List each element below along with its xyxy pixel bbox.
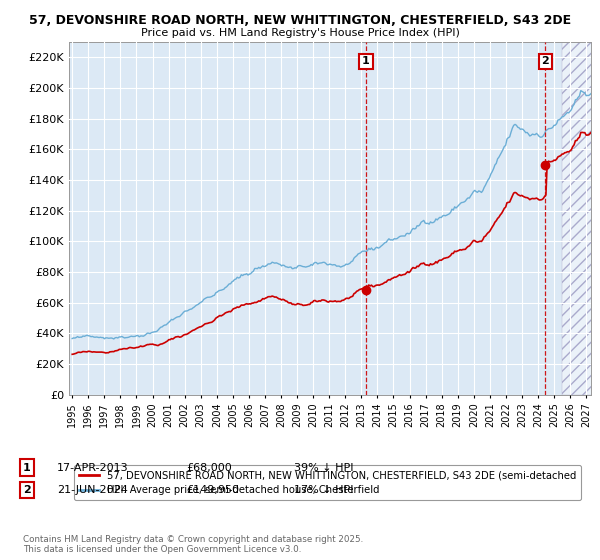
Text: Price paid vs. HM Land Registry's House Price Index (HPI): Price paid vs. HM Land Registry's House … (140, 28, 460, 38)
Bar (562, 42, 594, 395)
Text: £149,950: £149,950 (186, 485, 239, 495)
Text: £68,000: £68,000 (186, 463, 232, 473)
Text: 57, DEVONSHIRE ROAD NORTH, NEW WHITTINGTON, CHESTERFIELD, S43 2DE: 57, DEVONSHIRE ROAD NORTH, NEW WHITTINGT… (29, 14, 571, 27)
Legend: 57, DEVONSHIRE ROAD NORTH, NEW WHITTINGTON, CHESTERFIELD, S43 2DE (semi-detached: 57, DEVONSHIRE ROAD NORTH, NEW WHITTINGT… (74, 465, 581, 500)
Text: 21-JUN-2024: 21-JUN-2024 (57, 485, 128, 495)
Text: 17-APR-2013: 17-APR-2013 (57, 463, 128, 473)
Bar (562, 42, 594, 395)
Text: 17% ↓ HPI: 17% ↓ HPI (294, 485, 353, 495)
Text: Contains HM Land Registry data © Crown copyright and database right 2025.
This d: Contains HM Land Registry data © Crown c… (23, 535, 363, 554)
Text: 1: 1 (362, 57, 370, 67)
Text: 39% ↓ HPI: 39% ↓ HPI (294, 463, 353, 473)
Text: 2: 2 (23, 485, 31, 495)
Text: 1: 1 (23, 463, 31, 473)
Text: 2: 2 (542, 57, 549, 67)
